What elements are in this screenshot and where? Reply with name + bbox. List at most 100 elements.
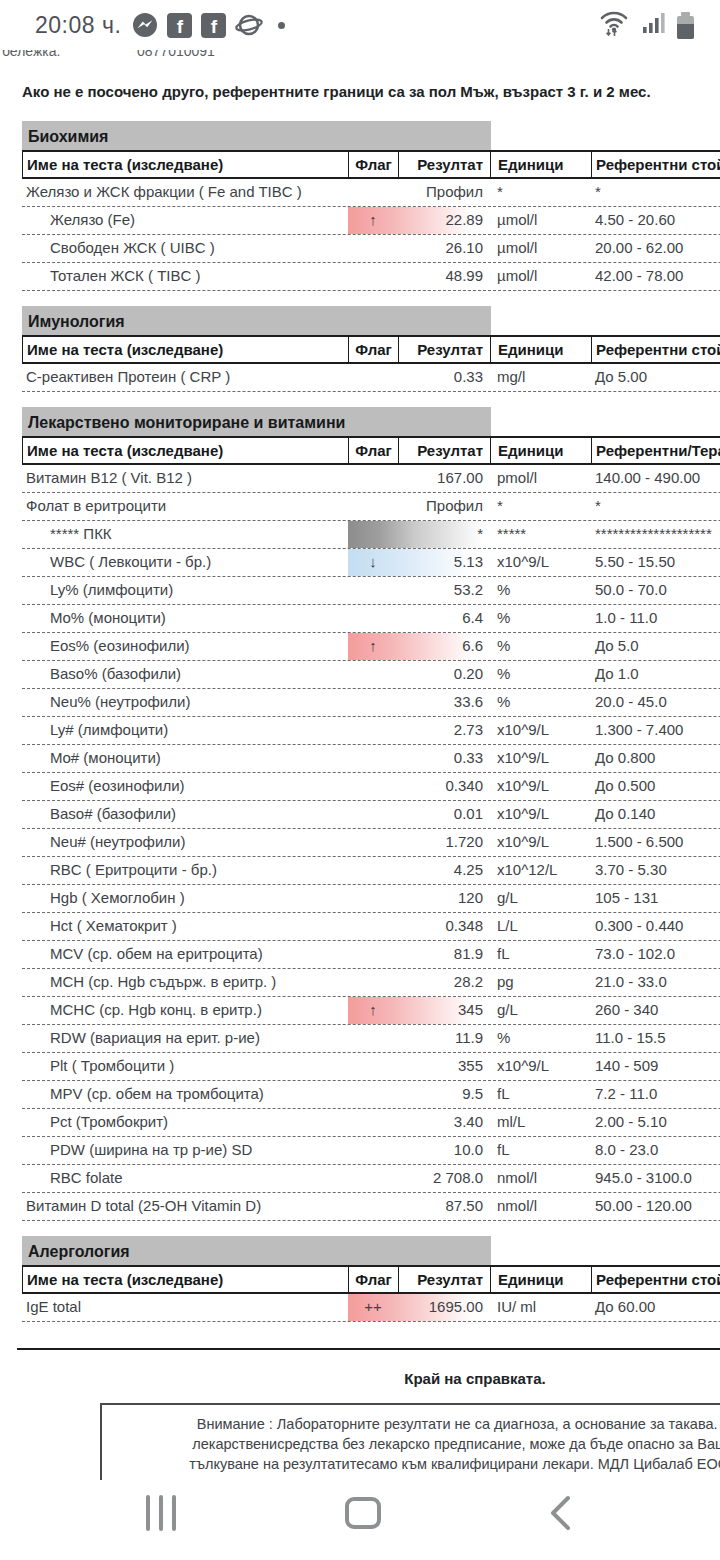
test-units: x10^12/L xyxy=(490,857,591,884)
back-button[interactable] xyxy=(549,1495,571,1535)
test-flag xyxy=(348,969,398,996)
test-result: 10.0 xyxy=(398,1137,490,1164)
test-result: 2 708.0 xyxy=(398,1165,490,1192)
test-name: Hct ( Хематокрит ) xyxy=(22,913,348,940)
phone-screen: 20:08 ч. f f xyxy=(0,0,720,1560)
test-flag xyxy=(348,179,398,206)
signal-icon xyxy=(642,10,668,40)
test-reference: 260 - 340 xyxy=(591,997,720,1024)
test-result: 87.50 xyxy=(398,1193,490,1220)
lab-report-document[interactable]: бележка: 0877010091 Ако не е посочено др… xyxy=(0,50,720,1480)
test-reference: 105 - 131 xyxy=(591,885,720,912)
test-units: x10^9/L xyxy=(490,717,591,744)
section-title: Алергология xyxy=(22,1236,491,1265)
test-row: MCHC (ср. Hgb конц. в еритр.) ↑ 345 g/L … xyxy=(22,997,720,1025)
test-result: 26.10 xyxy=(398,235,490,262)
test-name: MCH (ср. Hgb съдърж. в еритр. ) xyxy=(22,969,348,996)
test-row: Baso# (базофили) 0.01 x10^9/L До 0.140 xyxy=(22,801,720,829)
test-name: PDW (ширина на тр р-ие) SD xyxy=(22,1137,348,1164)
col-header-name: Име на теста (изследване) xyxy=(23,152,349,177)
test-name: MCV (ср. обем на еритроцита) xyxy=(22,941,348,968)
col-header-result: Резултат xyxy=(399,1267,491,1292)
test-row: С-реактивен Протеин ( CRP ) 0.33 mg/l До… xyxy=(22,364,720,392)
test-reference: 1.0 - 11.0 xyxy=(591,605,720,632)
test-row: Ly% (лимфоцити) 53.2 % 50.0 - 70.0 xyxy=(22,577,720,605)
test-units: x10^9/L xyxy=(490,549,591,576)
test-row: Mo% (моноцити) 6.4 % 1.0 - 11.0 xyxy=(22,605,720,633)
test-reference: 140.00 - 490.00 xyxy=(591,465,720,492)
test-row: Eos# (еозинофили) 0.340 x10^9/L До 0.500 xyxy=(22,773,720,801)
test-row: Тотален ЖСК ( TIBC ) 48.99 µmol/l 42.00 … xyxy=(22,263,720,291)
test-flag xyxy=(348,773,398,800)
test-units: fL xyxy=(490,1081,591,1108)
test-units: % xyxy=(490,1025,591,1052)
reference-disclaimer: Ако не е посочено друго, референтните гр… xyxy=(22,83,651,100)
test-flag xyxy=(348,465,398,492)
test-reference: До 5.00 xyxy=(591,364,720,391)
warning-line: тълкуване на резултатитесамо към квалифи… xyxy=(102,1454,720,1474)
test-name: MPV (ср. обем на тромбоцита) xyxy=(22,1081,348,1108)
test-reference: 50.0 - 70.0 xyxy=(591,577,720,604)
test-units: x10^9/L xyxy=(490,801,591,828)
note-number-fragment: 0877010091 xyxy=(137,50,215,59)
test-units: x10^9/L xyxy=(490,829,591,856)
test-units: * xyxy=(490,179,591,206)
recents-button[interactable] xyxy=(146,1495,176,1531)
lab-section: Биохимия Име на теста (изследване) Флаг … xyxy=(22,121,720,291)
test-name: WBC ( Левкоцити - бр.) xyxy=(22,549,348,576)
test-row: PDW (ширина на тр р-ие) SD 10.0 fL 8.0 -… xyxy=(22,1137,720,1165)
test-flag: ↑ xyxy=(348,633,398,660)
test-units: % xyxy=(490,689,591,716)
test-units: x10^9/L xyxy=(490,1053,591,1080)
test-flag xyxy=(348,1165,398,1192)
test-result: 28.2 xyxy=(398,969,490,996)
android-nav-bar xyxy=(0,1480,720,1560)
test-flag xyxy=(348,1025,398,1052)
facebook-icon: f xyxy=(167,13,192,38)
test-row: Фолат в еритроцити Профил * * xyxy=(22,493,720,521)
test-result: 167.00 xyxy=(398,465,490,492)
test-name: Желязо и ЖСК фракции ( Fe and TIBC ) xyxy=(22,179,348,206)
test-row: Plt ( Тромбоцити ) 355 x10^9/L 140 - 509 xyxy=(22,1053,720,1081)
test-units: g/L xyxy=(490,885,591,912)
test-result: 0.20 xyxy=(398,661,490,688)
test-name: Baso# (базофили) xyxy=(22,801,348,828)
test-name: RBC folate xyxy=(22,1165,348,1192)
col-header-reference: Референтни стойно xyxy=(592,152,720,177)
test-row: MPV (ср. обем на тромбоцита) 9.5 fL 7.2 … xyxy=(22,1081,720,1109)
test-name: Фолат в еритроцити xyxy=(22,493,348,520)
test-units: g/L xyxy=(490,997,591,1024)
col-header-name: Име на теста (изследване) xyxy=(23,337,349,362)
col-header-flag: Флаг xyxy=(349,152,399,177)
test-reference: ******************** xyxy=(591,521,720,548)
test-row: Neu# (неутрофили) 1.720 x10^9/L 1.500 - … xyxy=(22,829,720,857)
test-units: mg/l xyxy=(490,364,591,391)
test-row: WBC ( Левкоцити - бр.) ↓ 5.13 x10^9/L 5.… xyxy=(22,549,720,577)
col-header-name: Име на теста (изследване) xyxy=(23,438,349,463)
status-bar: 20:08 ч. f f xyxy=(0,0,720,50)
test-name: Pct (Тромбокрит) xyxy=(22,1109,348,1136)
test-result: 1.720 xyxy=(398,829,490,856)
col-header-result: Резултат xyxy=(399,337,491,362)
test-name: ***** ПКК xyxy=(22,521,348,548)
test-name: Baso% (базофили) xyxy=(22,661,348,688)
test-result: Профил xyxy=(398,179,490,206)
test-flag: ↑ xyxy=(348,997,398,1024)
test-reference: * xyxy=(591,493,720,520)
test-flag xyxy=(348,521,398,548)
test-flag xyxy=(348,493,398,520)
test-result: 6.4 xyxy=(398,605,490,632)
test-result: 33.6 xyxy=(398,689,490,716)
test-name: Ly% (лимфоцити) xyxy=(22,577,348,604)
test-row: Желязо и ЖСК фракции ( Fe and TIBC ) Про… xyxy=(22,179,720,207)
home-button[interactable] xyxy=(345,1497,381,1529)
test-reference: 7.2 - 11.0 xyxy=(591,1081,720,1108)
test-result: 0.01 xyxy=(398,801,490,828)
lab-tables: Биохимия Име на теста (изследване) Флаг … xyxy=(22,121,720,1480)
test-result: 9.5 xyxy=(398,1081,490,1108)
warning-line: лекарственисредства без лекарско предпис… xyxy=(102,1434,720,1454)
test-reference: 11.0 - 15.5 xyxy=(591,1025,720,1052)
test-row: RBC ( Еритроцити - бр.) 4.25 x10^12/L 3.… xyxy=(22,857,720,885)
test-units: pmol/l xyxy=(490,465,591,492)
test-result: 120 xyxy=(398,885,490,912)
